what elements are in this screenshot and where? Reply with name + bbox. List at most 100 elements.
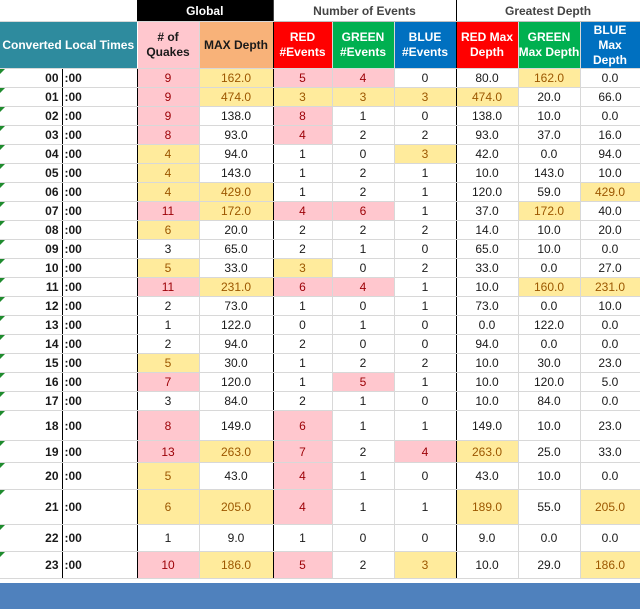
green-events-cell[interactable]: 2 [332, 125, 395, 145]
max-depth-cell[interactable]: 162.0 [199, 68, 274, 88]
blue-events-cell[interactable]: 3 [394, 144, 457, 164]
blue-events-cell[interactable]: 0 [394, 106, 457, 126]
green-events-cell[interactable]: 1 [332, 489, 395, 525]
green-events-cell[interactable]: 2 [332, 551, 395, 579]
quakes-cell[interactable]: 6 [137, 489, 200, 525]
minute-cell[interactable]: :00 [62, 201, 138, 221]
hour-cell[interactable]: 11 [0, 277, 63, 297]
blue-max-cell[interactable]: 0.0 [580, 315, 640, 335]
red-max-cell[interactable]: 10.0 [456, 353, 519, 373]
quakes-cell[interactable]: 8 [137, 410, 200, 441]
blue-events-cell[interactable]: 1 [394, 182, 457, 202]
green-events-cell[interactable]: 2 [332, 182, 395, 202]
red-events-cell[interactable]: 4 [273, 462, 333, 490]
green-max-cell[interactable]: 122.0 [518, 315, 581, 335]
blue-max-cell[interactable]: 0.0 [580, 462, 640, 490]
hour-cell[interactable]: 00 [0, 68, 63, 88]
red-events-cell[interactable]: 2 [273, 334, 333, 354]
green-max-cell[interactable]: 30.0 [518, 353, 581, 373]
blue-max-cell[interactable]: 10.0 [580, 296, 640, 316]
blue-max-header[interactable]: BLUE Max Depth [580, 21, 640, 69]
green-max-cell[interactable]: 0.0 [518, 334, 581, 354]
blue-max-cell[interactable]: 10.0 [580, 163, 640, 183]
quakes-cell[interactable]: 1 [137, 524, 200, 552]
minute-cell[interactable]: :00 [62, 125, 138, 145]
quakes-cell[interactable]: 9 [137, 106, 200, 126]
red-max-cell[interactable]: 9.0 [456, 524, 519, 552]
red-max-cell[interactable]: 10.0 [456, 277, 519, 297]
max-depth-cell[interactable]: 84.0 [199, 391, 274, 411]
max-depth-cell[interactable]: 138.0 [199, 106, 274, 126]
green-max-cell[interactable]: 29.0 [518, 551, 581, 579]
blue-events-cell[interactable]: 1 [394, 277, 457, 297]
blue-events-cell[interactable]: 4 [394, 440, 457, 463]
blue-events-cell[interactable]: 3 [394, 551, 457, 579]
red-max-cell[interactable]: 73.0 [456, 296, 519, 316]
green-max-cell[interactable]: 0.0 [518, 144, 581, 164]
green-events-cell[interactable]: 1 [332, 410, 395, 441]
red-events-header[interactable]: RED #Events [273, 21, 333, 69]
max-depth-cell[interactable]: 30.0 [199, 353, 274, 373]
green-events-cell[interactable]: 1 [332, 462, 395, 490]
minute-cell[interactable]: :00 [62, 524, 138, 552]
blue-events-cell[interactable]: 1 [394, 489, 457, 525]
converted-times-header[interactable]: Converted Local Times [0, 21, 138, 69]
quakes-cell[interactable]: 6 [137, 220, 200, 240]
blue-events-cell[interactable]: 0 [394, 391, 457, 411]
quakes-cell[interactable]: 5 [137, 258, 200, 278]
red-max-cell[interactable]: 80.0 [456, 68, 519, 88]
max-depth-cell[interactable]: 429.0 [199, 182, 274, 202]
green-events-cell[interactable]: 2 [332, 163, 395, 183]
red-events-cell[interactable]: 1 [273, 163, 333, 183]
red-events-cell[interactable]: 1 [273, 353, 333, 373]
minute-cell[interactable]: :00 [62, 296, 138, 316]
green-events-cell[interactable]: 2 [332, 353, 395, 373]
max-depth-cell[interactable]: 186.0 [199, 551, 274, 579]
minute-cell[interactable]: :00 [62, 410, 138, 441]
red-events-cell[interactable]: 6 [273, 410, 333, 441]
minute-cell[interactable]: :00 [62, 462, 138, 490]
blue-max-cell[interactable]: 66.0 [580, 87, 640, 107]
red-events-cell[interactable]: 2 [273, 391, 333, 411]
quakes-cell[interactable]: 9 [137, 87, 200, 107]
blue-max-cell[interactable]: 0.0 [580, 106, 640, 126]
max-depth-cell[interactable]: 122.0 [199, 315, 274, 335]
hour-cell[interactable]: 03 [0, 125, 63, 145]
hour-cell[interactable]: 15 [0, 353, 63, 373]
hour-cell[interactable]: 12 [0, 296, 63, 316]
blue-max-cell[interactable]: 5.0 [580, 372, 640, 392]
minute-cell[interactable]: :00 [62, 182, 138, 202]
blue-events-cell[interactable]: 1 [394, 296, 457, 316]
red-max-cell[interactable]: 474.0 [456, 87, 519, 107]
green-events-cell[interactable]: 0 [332, 334, 395, 354]
blue-max-cell[interactable]: 186.0 [580, 551, 640, 579]
quakes-cell[interactable]: 4 [137, 182, 200, 202]
blue-events-header[interactable]: BLUE #Events [394, 21, 457, 69]
green-events-cell[interactable]: 4 [332, 277, 395, 297]
quakes-cell[interactable]: 9 [137, 68, 200, 88]
max-depth-cell[interactable]: 205.0 [199, 489, 274, 525]
quakes-cell[interactable]: 8 [137, 125, 200, 145]
hour-cell[interactable]: 21 [0, 489, 63, 525]
red-max-cell[interactable]: 33.0 [456, 258, 519, 278]
green-max-cell[interactable]: 10.0 [518, 462, 581, 490]
blue-max-cell[interactable]: 40.0 [580, 201, 640, 221]
max-depth-cell[interactable]: 474.0 [199, 87, 274, 107]
max-depth-cell[interactable]: 94.0 [199, 144, 274, 164]
max-depth-cell[interactable]: 93.0 [199, 125, 274, 145]
green-max-cell[interactable]: 160.0 [518, 277, 581, 297]
green-events-cell[interactable]: 3 [332, 87, 395, 107]
blue-events-cell[interactable]: 0 [394, 462, 457, 490]
hour-cell[interactable]: 09 [0, 239, 63, 259]
red-events-cell[interactable]: 1 [273, 296, 333, 316]
quakes-cell[interactable]: 4 [137, 144, 200, 164]
green-events-cell[interactable]: 1 [332, 239, 395, 259]
hour-cell[interactable]: 18 [0, 410, 63, 441]
green-events-cell[interactable]: 5 [332, 372, 395, 392]
blue-max-cell[interactable]: 33.0 [580, 440, 640, 463]
hour-cell[interactable]: 20 [0, 462, 63, 490]
green-events-cell[interactable]: 1 [332, 106, 395, 126]
red-events-cell[interactable]: 5 [273, 68, 333, 88]
red-max-cell[interactable]: 43.0 [456, 462, 519, 490]
minute-cell[interactable]: :00 [62, 551, 138, 579]
